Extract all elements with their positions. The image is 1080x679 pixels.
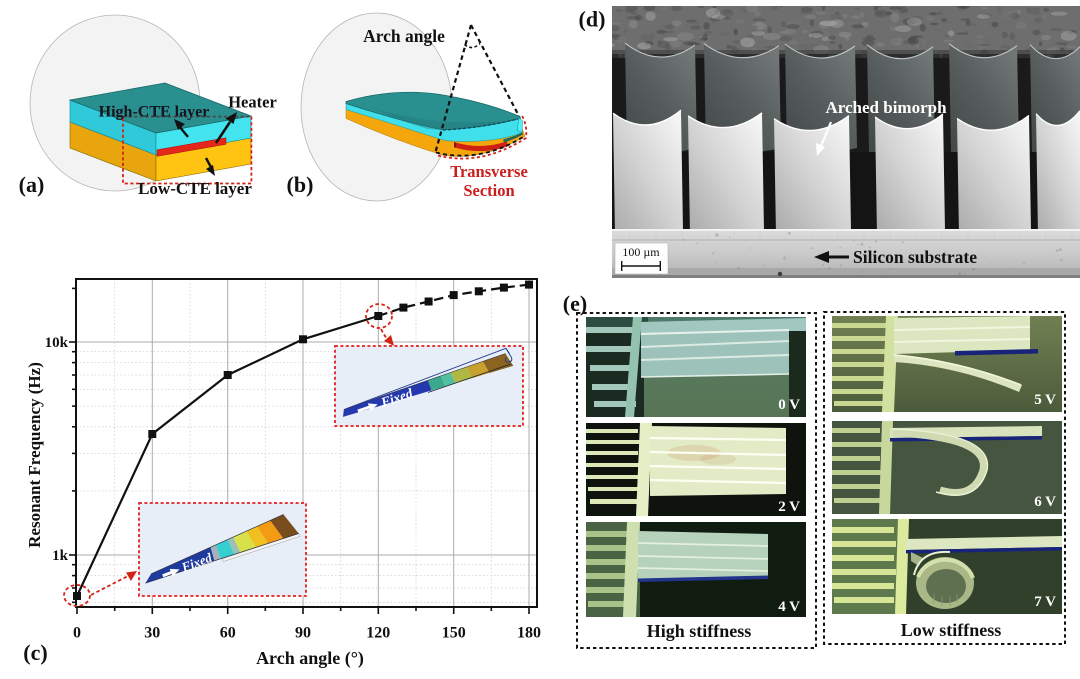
svg-text:(b): (b) bbox=[287, 172, 314, 197]
svg-text:High-CTE layer: High-CTE layer bbox=[99, 104, 210, 121]
svg-text:Arch angle (°): Arch angle (°) bbox=[256, 648, 364, 669]
svg-text:Transverse: Transverse bbox=[450, 162, 528, 181]
svg-text:0: 0 bbox=[73, 625, 81, 642]
svg-text:Arch angle: Arch angle bbox=[363, 26, 445, 46]
svg-text:120: 120 bbox=[366, 625, 390, 642]
svg-text:Low stiffness: Low stiffness bbox=[901, 620, 1002, 640]
svg-text:2 V: 2 V bbox=[778, 499, 800, 515]
svg-text:(e): (e) bbox=[563, 291, 587, 316]
svg-text:Low-CTE layer: Low-CTE layer bbox=[138, 179, 252, 198]
svg-text:(d): (d) bbox=[579, 7, 606, 32]
svg-text:Section: Section bbox=[463, 181, 514, 200]
svg-text:150: 150 bbox=[442, 625, 466, 642]
svg-text:60: 60 bbox=[220, 625, 236, 642]
svg-text:30: 30 bbox=[144, 625, 160, 642]
svg-text:10k: 10k bbox=[45, 335, 69, 351]
svg-text:7 V: 7 V bbox=[1034, 594, 1056, 610]
svg-text:High stiffness: High stiffness bbox=[647, 621, 752, 641]
svg-text:90: 90 bbox=[295, 625, 311, 642]
svg-text:6 V: 6 V bbox=[1034, 494, 1056, 510]
svg-text:4 V: 4 V bbox=[778, 599, 800, 615]
svg-text:5 V: 5 V bbox=[1034, 392, 1056, 408]
svg-text:Silicon substrate: Silicon substrate bbox=[853, 247, 977, 267]
svg-text:Heater: Heater bbox=[228, 93, 277, 112]
svg-text:(a): (a) bbox=[19, 172, 45, 197]
svg-text:Resonant Frequency (Hz): Resonant Frequency (Hz) bbox=[25, 362, 44, 548]
svg-text:180: 180 bbox=[517, 625, 541, 642]
svg-text:Arched bimorph: Arched bimorph bbox=[825, 98, 947, 117]
svg-text:1k: 1k bbox=[52, 548, 69, 564]
svg-text:0 V: 0 V bbox=[778, 397, 800, 413]
svg-text:(c): (c) bbox=[23, 640, 47, 665]
svg-text:100 µm: 100 µm bbox=[622, 245, 660, 259]
